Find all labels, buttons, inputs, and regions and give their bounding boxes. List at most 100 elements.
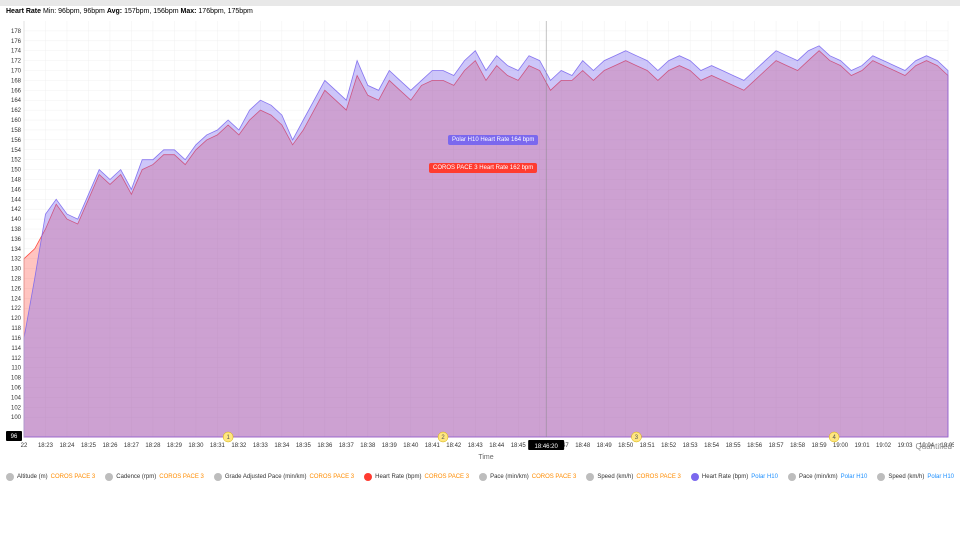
legend-label: Grade Adjusted Pace (min/km) [225, 474, 307, 480]
svg-text:22: 22 [21, 443, 28, 449]
svg-text:130: 130 [11, 267, 22, 273]
svg-text:138: 138 [11, 227, 22, 233]
svg-text:18:41: 18:41 [425, 443, 441, 449]
svg-text:134: 134 [11, 247, 22, 253]
svg-text:164: 164 [11, 98, 22, 104]
svg-text:18:46:20: 18:46:20 [534, 444, 558, 450]
min-label: Min: [43, 8, 56, 15]
svg-text:106: 106 [11, 385, 22, 391]
avg-values: 157bpm, 156bpm [124, 8, 178, 15]
legend-label: Pace (min/km) [490, 474, 529, 480]
svg-text:Time: Time [478, 454, 493, 461]
svg-text:172: 172 [11, 59, 22, 65]
legend-dot-icon [479, 473, 487, 481]
max-label: Max: [181, 8, 197, 15]
svg-text:156: 156 [11, 138, 22, 144]
svg-text:154: 154 [11, 148, 22, 154]
svg-text:18:43: 18:43 [468, 443, 484, 449]
svg-text:136: 136 [11, 237, 22, 243]
svg-text:142: 142 [11, 207, 22, 213]
svg-text:170: 170 [11, 69, 22, 75]
svg-text:166: 166 [11, 88, 22, 94]
svg-text:19:02: 19:02 [876, 443, 892, 449]
legend-dot-icon [691, 473, 699, 481]
legend-device: COROS PACE 3 [532, 474, 577, 480]
legend-item[interactable]: Altitude (m)COROS PACE 3 [6, 473, 95, 481]
svg-text:18:33: 18:33 [253, 443, 269, 449]
svg-text:18:57: 18:57 [769, 443, 785, 449]
svg-text:152: 152 [11, 158, 22, 164]
svg-text:18:40: 18:40 [403, 443, 419, 449]
svg-text:124: 124 [11, 296, 22, 302]
svg-text:146: 146 [11, 187, 22, 193]
svg-text:18:34: 18:34 [274, 443, 290, 449]
legend-item[interactable]: Pace (min/km)COROS PACE 3 [479, 473, 576, 481]
svg-text:18:23: 18:23 [38, 443, 54, 449]
svg-text:18:44: 18:44 [489, 443, 505, 449]
legend-item[interactable]: Heart Rate (bpm)COROS PACE 3 [364, 473, 469, 481]
svg-text:178: 178 [11, 29, 22, 35]
tooltip-coros: COROS PACE 3 Heart Rate 162 bpm [429, 163, 537, 173]
svg-text:18:55: 18:55 [726, 443, 742, 449]
svg-text:122: 122 [11, 306, 22, 312]
legend-item[interactable]: Speed (km/h)COROS PACE 3 [586, 473, 681, 481]
max-values: 176bpm, 175bpm [198, 8, 252, 15]
svg-text:96: 96 [11, 434, 18, 440]
svg-text:19:01: 19:01 [855, 443, 871, 449]
legend-dot-icon [788, 473, 796, 481]
svg-text:19:00: 19:00 [833, 443, 849, 449]
tooltip-polar: Polar H10 Heart Rate 164 bpm [448, 135, 538, 145]
svg-text:18:26: 18:26 [102, 443, 118, 449]
svg-text:118: 118 [11, 326, 21, 332]
svg-text:168: 168 [11, 78, 22, 84]
svg-text:18:42: 18:42 [446, 443, 462, 449]
legend-item[interactable]: Cadence (rpm)COROS PACE 3 [105, 473, 204, 481]
svg-text:18:50: 18:50 [618, 443, 634, 449]
svg-text:126: 126 [11, 286, 22, 292]
svg-text:104: 104 [11, 395, 22, 401]
legend-device: Polar H10 [751, 474, 778, 480]
svg-text:128: 128 [11, 277, 22, 283]
svg-text:18:25: 18:25 [81, 443, 97, 449]
svg-text:18:29: 18:29 [167, 443, 183, 449]
svg-text:18:24: 18:24 [59, 443, 75, 449]
svg-text:158: 158 [11, 128, 22, 134]
svg-text:18:56: 18:56 [747, 443, 763, 449]
legend-item[interactable]: Heart Rate (bpm)Polar H10 [691, 473, 778, 481]
svg-text:116: 116 [11, 336, 21, 342]
legend-device: COROS PACE 3 [159, 474, 204, 480]
legend-dot-icon [214, 473, 222, 481]
legend-label: Speed (km/h) [888, 474, 924, 480]
svg-text:19:03: 19:03 [898, 443, 914, 449]
svg-text:18:27: 18:27 [124, 443, 140, 449]
svg-text:112: 112 [11, 356, 21, 362]
legend-label: Heart Rate (bpm) [702, 474, 748, 480]
legend-device: COROS PACE 3 [310, 474, 355, 480]
legend-item[interactable]: Pace (min/km)Polar H10 [788, 473, 867, 481]
svg-text:150: 150 [11, 168, 22, 174]
svg-text:132: 132 [11, 257, 22, 263]
legend-device: COROS PACE 3 [51, 474, 96, 480]
min-values: 96bpm, 96bpm [58, 8, 105, 15]
svg-text:144: 144 [11, 197, 22, 203]
svg-text:18:54: 18:54 [704, 443, 720, 449]
svg-text:162: 162 [11, 108, 22, 114]
legend-dot-icon [877, 473, 885, 481]
legend-label: Cadence (rpm) [116, 474, 156, 480]
legend-item[interactable]: Grade Adjusted Pace (min/km)COROS PACE 3 [214, 473, 354, 481]
svg-text:18:52: 18:52 [661, 443, 677, 449]
svg-text:18:36: 18:36 [317, 443, 333, 449]
chart-area[interactable]: 1001021041061081101121141161181201221241… [6, 17, 954, 463]
legend-device: Polar H10 [927, 474, 954, 480]
legend-label: Speed (km/h) [597, 474, 633, 480]
svg-text:18:35: 18:35 [296, 443, 312, 449]
svg-text:140: 140 [11, 217, 22, 223]
legend-device: COROS PACE 3 [424, 474, 469, 480]
svg-text:18:30: 18:30 [188, 443, 204, 449]
legend-item[interactable]: Speed (km/h)Polar H10 [877, 473, 954, 481]
svg-text:18:37: 18:37 [339, 443, 355, 449]
svg-text:18:32: 18:32 [231, 443, 247, 449]
svg-text:18:38: 18:38 [360, 443, 376, 449]
svg-text:100: 100 [11, 415, 22, 421]
legend-dot-icon [6, 473, 14, 481]
